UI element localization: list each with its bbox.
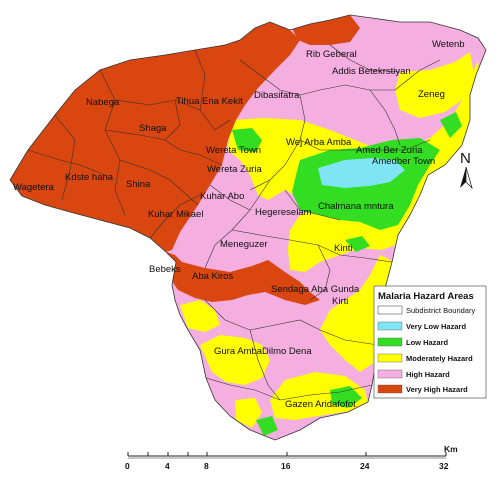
scale-unit: Km [444,444,458,454]
legend-swatch-low [377,337,403,347]
north-arrow-label: N [460,150,471,167]
place-labels: Rib Geberal Wetenb Addis Betekrstiyan Na… [13,39,465,410]
place-label: Gazen Aridafofot [285,399,356,410]
place-label: Bebeks [149,264,181,275]
place-label: Amed Ber Zuria [356,145,423,156]
place-label: Rib Geberal [306,49,357,60]
place-label: Gura Amba [214,346,263,357]
place-label: Wereta Town [206,145,261,156]
place-label: Meneguzer [220,239,268,250]
place-label: Wagetera [13,182,55,193]
scale-tick-label: 24 [360,461,370,471]
scale-tick-label: 16 [281,461,291,471]
legend-title: Malaria Hazard Areas [378,291,474,302]
place-label: Shina [126,179,151,190]
scale-tick-label: 4 [165,461,170,471]
scale-tick-label: 8 [204,461,209,471]
very-low-hazard-areas [318,158,405,188]
legend-swatch-very-low [377,321,403,331]
place-label: Wereta Zuria [207,164,262,175]
place-label: Dilmo Dena [262,346,312,357]
place-label: Chalmana mntura [318,201,394,212]
place-label: Kuhar Abo [200,191,244,202]
north-arrow-icon-outline [465,166,473,190]
place-label: Amedber Town [372,156,435,167]
place-label: Sendaga Aba Gunda [271,284,360,295]
subdistrict-boundaries [27,44,441,401]
legend-item: Very Low Hazard [406,322,466,331]
place-label: Hegereselam [255,207,312,218]
place-label: Shaga [139,123,167,134]
place-label: Dibasifatra [254,90,300,101]
legend: Malaria Hazard Areas Subdistrict Boundar… [373,285,487,399]
legend-swatch-high [377,369,403,379]
legend-swatch-boundary [377,305,403,315]
place-label: Kdste hana [65,172,114,183]
place-label: Addis Betekrstiyan [332,66,411,77]
place-label: Wej Arba Amba [286,137,352,148]
legend-item: Subdistrict Boundary [406,306,475,315]
scale-tick-label: 32 [439,461,449,471]
place-label: Wetenb [432,39,465,50]
legend-item: High Hazard [406,370,450,379]
place-label: Zeneg [418,89,445,100]
place-label: Nabega [86,97,120,108]
legend-swatch-moderate [377,353,403,363]
legend-item: Very High Hazard [406,385,468,394]
place-label: Kirti [332,296,348,307]
place-label: Tihua Ena Kekit [176,96,243,107]
north-arrow-icon [460,167,466,188]
legend-item: Low Hazard [406,338,449,347]
district-outline [9,14,487,441]
legend-item: Moderately Hazard [406,354,473,363]
scale-bar: Km 0 4 8 16 24 32 [125,444,458,471]
place-label: Kinti [334,243,352,254]
place-label: Kuhar Mikael [148,209,203,220]
scale-tick-label: 0 [125,461,130,471]
legend-swatch-very-high [377,384,403,394]
north-arrow: N [460,150,473,190]
place-label: Aba Kiros [192,271,233,282]
